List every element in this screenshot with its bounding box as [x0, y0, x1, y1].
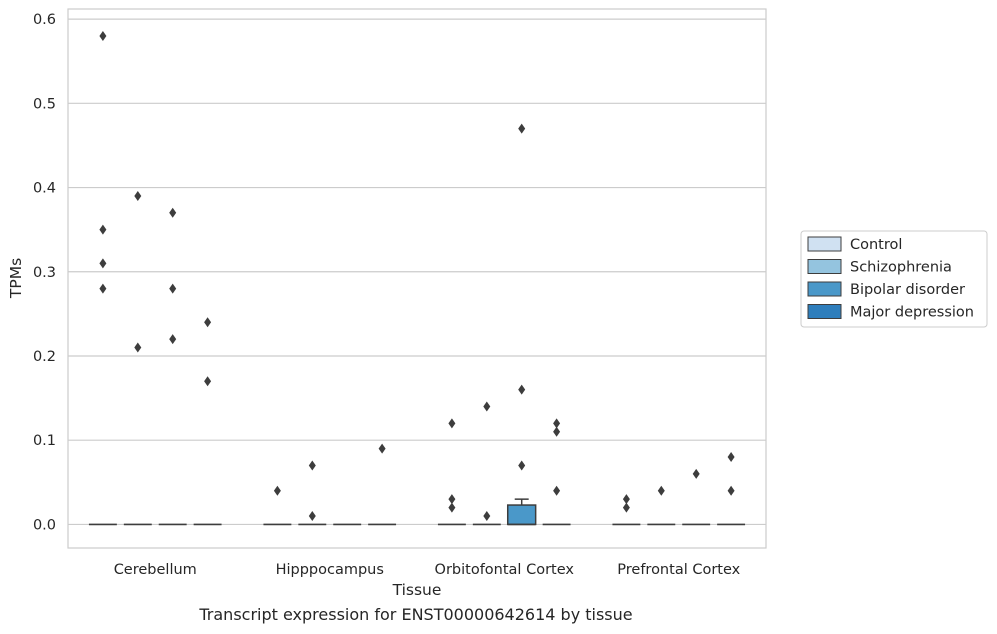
- outlier-point: [448, 418, 456, 429]
- x-tick-label: Orbitofontal Cortex: [435, 562, 575, 578]
- y-tick-label: 0.1: [33, 433, 56, 449]
- legend-items: Control Schizophrenia Bipolar disorder Majo…: [807, 236, 974, 321]
- figure-caption: Transcript expression for ENST0000064261…: [199, 605, 633, 624]
- legend-swatch: [807, 236, 842, 252]
- outlier-point: [692, 468, 700, 479]
- outlier-point: [169, 334, 177, 345]
- box-body: [506, 504, 537, 526]
- y-tick-label: 0.5: [33, 96, 56, 112]
- y-tick-label: 0.3: [33, 265, 56, 281]
- legend-swatch: [807, 304, 842, 319]
- outlier-point: [518, 384, 526, 395]
- outlier-point: [378, 443, 386, 454]
- legend-frame: [800, 230, 988, 328]
- outlier-point: [622, 502, 630, 513]
- outlier-point: [622, 494, 630, 505]
- outlier-point: [483, 510, 491, 521]
- outlier-point: [657, 485, 665, 496]
- y-tick-label: 0.2: [33, 349, 56, 365]
- legend: Control Schizophrenia Bipolar disorder Majo…: [800, 230, 988, 328]
- x-tick-label: Prefrontal Cortex: [617, 562, 740, 578]
- outlier-point: [308, 460, 316, 471]
- outlier-point: [169, 283, 177, 294]
- outlier-point: [99, 224, 107, 235]
- outlier-point: [518, 123, 526, 134]
- outlier-point: [204, 317, 212, 328]
- outlier-point: [483, 401, 491, 412]
- outlier-point: [134, 342, 142, 353]
- legend-label: Schizophrenia: [850, 260, 952, 276]
- y-tick-label: 0.4: [33, 181, 56, 197]
- y-tick-label: 0.0: [33, 517, 56, 533]
- outlier-point: [99, 283, 107, 294]
- outlier-point: [273, 485, 281, 496]
- box: [506, 498, 537, 526]
- outlier-point: [553, 418, 561, 429]
- outlier-point: [727, 452, 735, 463]
- outlier-point: [553, 485, 561, 496]
- outlier-point: [518, 460, 526, 471]
- outlier-point: [204, 376, 212, 387]
- outlier-point: [727, 485, 735, 496]
- x-axis-label: Tissue: [392, 581, 442, 599]
- y-axis-label: TPMs: [7, 258, 25, 299]
- outlier-point: [99, 258, 107, 269]
- boxes: [88, 498, 746, 526]
- outlier-point: [308, 510, 316, 521]
- outlier-point: [134, 190, 142, 201]
- legend-swatch: [807, 259, 842, 274]
- outlier-point: [99, 30, 107, 41]
- x-axis-ticks: Cerebellum Hipppocampus Orbitofontal Corte…: [114, 562, 741, 578]
- legend-label: Control: [850, 237, 902, 253]
- y-axis-ticks: 0.0 0.1 0.2 0.3 0.4 0.5 0.6: [33, 12, 56, 533]
- legend-label: Major depression: [850, 305, 974, 321]
- outlier-point: [448, 494, 456, 505]
- x-tick-label: Cerebellum: [114, 562, 197, 578]
- grid-lines: [68, 18, 766, 526]
- legend-swatch: [807, 281, 842, 297]
- outliers: [99, 30, 735, 521]
- outlier-point: [448, 502, 456, 513]
- legend-label: Bipolar disorder: [850, 282, 965, 298]
- plot-frame: [67, 8, 767, 549]
- x-tick-label: Hipppocampus: [276, 562, 384, 578]
- outlier-point: [169, 207, 177, 218]
- outlier-point: [553, 426, 561, 437]
- y-tick-label: 0.6: [33, 12, 56, 28]
